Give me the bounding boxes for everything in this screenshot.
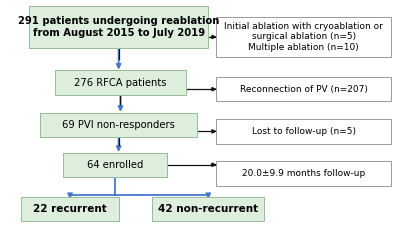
Text: Lost to follow-up (n=5): Lost to follow-up (n=5) [252,127,356,136]
FancyBboxPatch shape [216,119,391,144]
Text: Reconnection of PV (n=207): Reconnection of PV (n=207) [240,85,368,94]
FancyBboxPatch shape [216,77,391,101]
Text: 20.0±9.9 months follow-up: 20.0±9.9 months follow-up [242,169,365,178]
Text: 22 recurrent: 22 recurrent [33,204,107,214]
FancyBboxPatch shape [216,161,391,186]
Text: 291 patients undergoing reablation
from August 2015 to July 2019: 291 patients undergoing reablation from … [18,16,219,38]
FancyBboxPatch shape [152,197,264,221]
FancyBboxPatch shape [22,197,119,221]
Text: Initial ablation with cryoablation or
surgical ablation (n=5)
Multiple ablation : Initial ablation with cryoablation or su… [224,22,383,52]
Text: 64 enrolled: 64 enrolled [87,160,143,170]
Text: 276 RFCA patients: 276 RFCA patients [74,77,167,88]
FancyBboxPatch shape [62,153,167,177]
Text: 42 non-recurrent: 42 non-recurrent [158,204,258,214]
FancyBboxPatch shape [29,6,208,48]
FancyBboxPatch shape [216,17,391,57]
FancyBboxPatch shape [55,70,186,95]
FancyBboxPatch shape [40,112,197,137]
Text: 69 PVI non-responders: 69 PVI non-responders [62,120,175,130]
